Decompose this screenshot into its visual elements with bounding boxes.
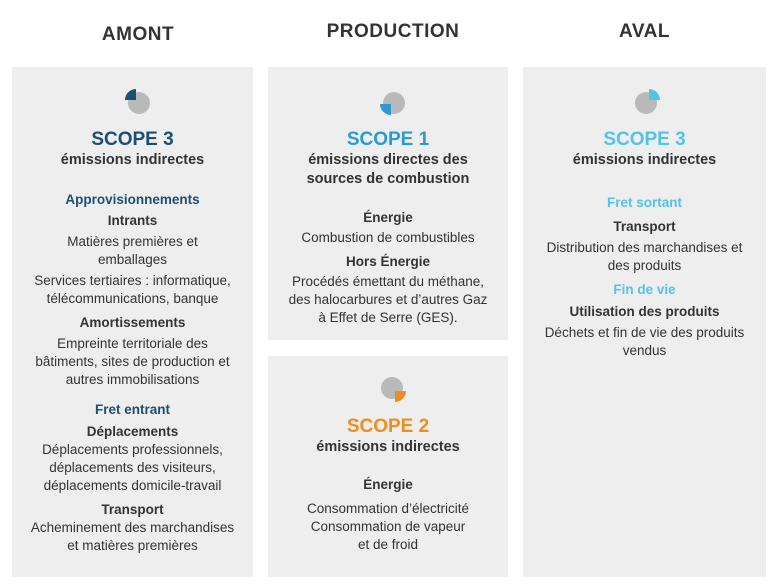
scope-title: SCOPE 2 [346,416,430,437]
column-title-production: PRODUCTION [326,21,460,42]
group-heading: Transport [613,219,676,234]
text-line: Consommation de vapeur [310,519,466,534]
text-line: Empreinte territoriale des [57,336,208,351]
text-line: et matières premières [67,538,198,553]
group-heading: Amortissements [79,315,186,330]
text-line: déplacements domicile-travail [43,478,222,493]
text-line: des halocarbures et d’autres Gaz [288,292,488,307]
scope-subtitle: émissions indirectes [60,152,205,168]
text-line: Acheminement des marchandises [30,520,235,535]
section-title: Fret entrant [94,402,170,417]
production-scope1-panel: SCOPE 1 émissions directes des sources d… [268,67,508,340]
text-line: Distribution des marchandises et [546,240,743,255]
group-heading: Énergie [363,477,413,492]
column-title-aval: AVAL [619,21,670,42]
text-line: Services tertiaires : informatique, [34,273,231,288]
section-title: Fin de vie [613,282,676,297]
text-line: autres immobilisations [65,372,200,387]
text-line: Matières premières et [67,234,198,249]
scope-subtitle-line: sources de combustion [306,171,470,187]
production-scope2-panel: SCOPE 2 émissions indirectes Énergie Con… [268,356,508,577]
section-title: Fret sortant [606,195,682,210]
section-title: Approvisionnements [65,192,200,207]
pie-chart-icon [381,377,406,402]
scope-subtitle-line: émissions directes des [308,152,468,168]
group-heading: Hors Énergie [345,254,431,269]
pie-chart-icon [125,89,150,114]
text-line: Consommation d’électricité [306,501,470,516]
text-line: des produits [607,258,682,273]
group-heading: Énergie [363,210,413,225]
text-line: Combustion de combustibles [301,230,475,245]
text-line: bâtiments, sites de production et [35,354,230,369]
group-heading: Intrants [107,213,158,228]
group-heading: Transport [101,502,164,517]
text-line: Déplacements professionnels, [42,442,223,457]
text-line: vendus [622,343,667,358]
scope-title: SCOPE 3 [91,129,174,150]
scope-subtitle: émissions indirectes [572,152,717,168]
text-line: télécommunications, banque [46,291,219,306]
pie-chart-icon [380,92,405,115]
text-line: déplacements des visiteurs, [49,460,216,475]
scope-title: SCOPE 1 [346,129,430,150]
text-line: emballages [97,252,168,267]
text-line: et de froid [357,537,419,552]
group-heading: Déplacements [86,424,179,439]
text-line: Procédés émettant du méthane, [291,274,485,289]
pie-chart-icon [635,89,660,114]
scope-subtitle: émissions indirectes [316,439,460,455]
text-line: Déchets et fin de vie des produits [544,325,745,340]
group-heading: Utilisation des produits [569,304,720,319]
amont-scope3-panel: SCOPE 3 émissions indirectes Approvision… [12,67,253,577]
text-line: à Effet de Serre (GES). [318,310,458,325]
aval-scope3-panel: SCOPE 3 émissions indirectes Fret sortan… [523,67,766,577]
scope-title: SCOPE 3 [603,129,686,150]
column-title-amont: AMONT [101,24,175,45]
